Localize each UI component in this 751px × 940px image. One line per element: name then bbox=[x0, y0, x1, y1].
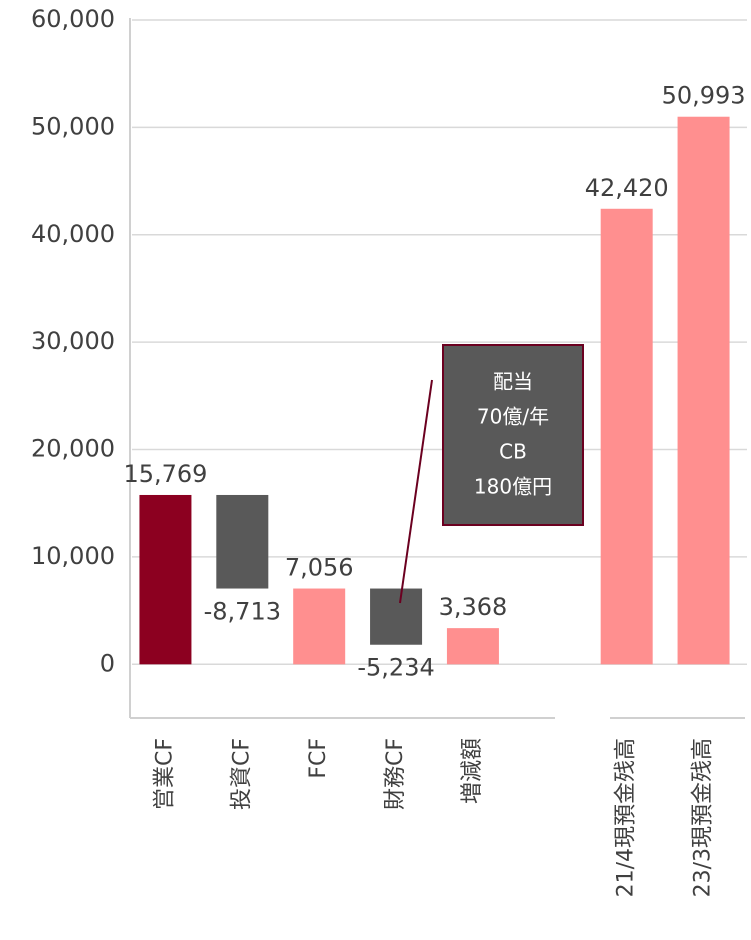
bar bbox=[293, 588, 346, 665]
annotation-text: CB bbox=[499, 440, 527, 464]
y-tick-label: 10,000 bbox=[31, 542, 115, 570]
x-tick-label: FCF bbox=[306, 738, 331, 779]
bar bbox=[677, 116, 730, 665]
x-tick-label: 営業CF bbox=[152, 738, 177, 810]
y-tick-label: 20,000 bbox=[31, 435, 115, 463]
x-tick-label: 財務CF bbox=[383, 738, 408, 810]
data-label: -8,713 bbox=[204, 598, 281, 626]
y-tick-label: 50,000 bbox=[31, 112, 115, 140]
annotation-box bbox=[442, 344, 584, 526]
y-tick-label: 30,000 bbox=[31, 327, 115, 355]
callout-line bbox=[399, 379, 433, 604]
x-tick-label: 増減額 bbox=[460, 738, 485, 804]
bar bbox=[600, 208, 653, 665]
data-label: 15,769 bbox=[123, 460, 207, 488]
bar bbox=[446, 628, 499, 665]
x-tick-label: 21/4現預金残高 bbox=[614, 738, 639, 897]
x-tick-label: 23/3現預金残高 bbox=[691, 738, 716, 897]
y-tick-label: 0 bbox=[100, 649, 115, 677]
bar bbox=[216, 494, 269, 589]
y-tick-label: 40,000 bbox=[31, 220, 115, 248]
bar bbox=[370, 588, 423, 645]
data-label: -5,234 bbox=[357, 654, 434, 682]
annotation-text: 180億円 bbox=[474, 475, 552, 499]
data-label: 3,368 bbox=[439, 593, 508, 621]
y-tick-label: 60,000 bbox=[31, 5, 115, 33]
data-label: 50,993 bbox=[662, 82, 746, 110]
bar bbox=[139, 494, 192, 665]
x-tick-label: 投資CF bbox=[229, 738, 254, 810]
data-label: 42,420 bbox=[585, 174, 669, 202]
annotation-text: 配当 bbox=[493, 370, 533, 394]
data-label: 7,056 bbox=[285, 554, 354, 582]
annotation-text: 70億/年 bbox=[477, 405, 549, 429]
